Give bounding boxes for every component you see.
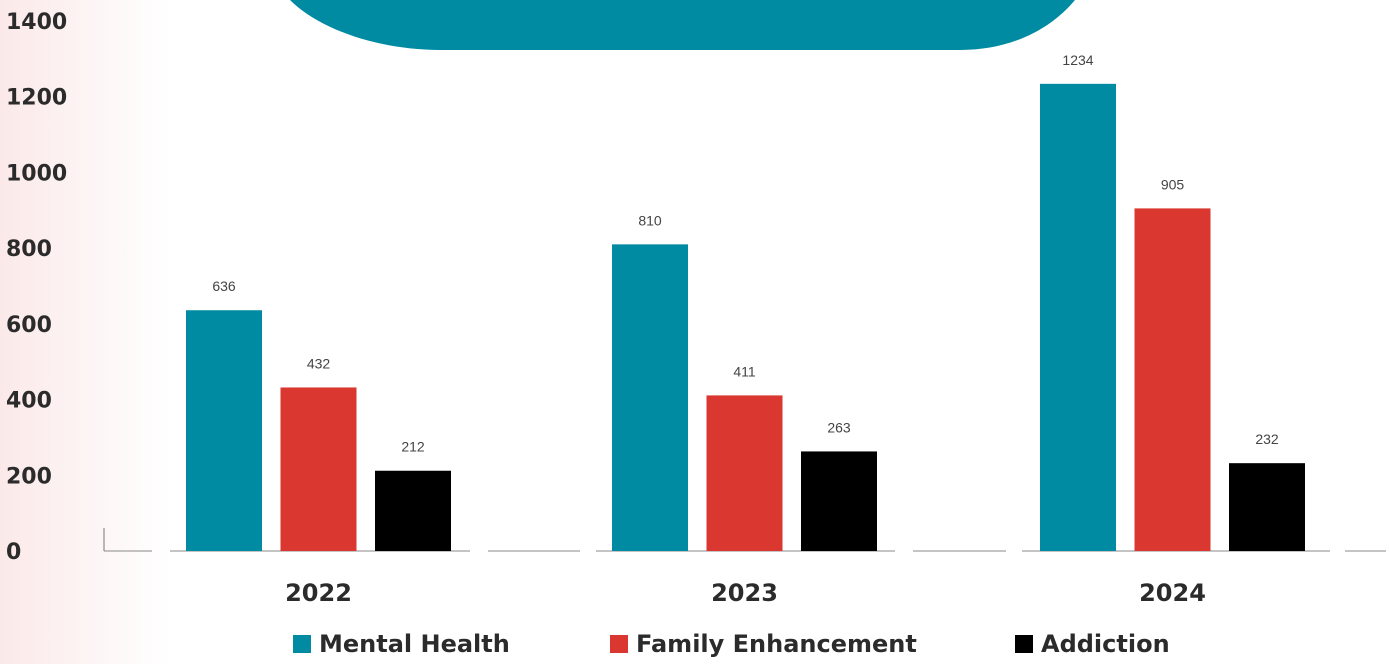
x-tick-label: 2023 [711, 579, 778, 607]
legend-swatch [1015, 635, 1033, 653]
bar-2022-addiction [375, 470, 451, 551]
legend-label: Family Enhancement [636, 630, 917, 658]
bar-2023-family-enhancement [706, 395, 783, 551]
y-tick-label: 1400 [6, 10, 67, 35]
y-tick-label: 0 [6, 540, 21, 565]
data-label: 411 [733, 363, 756, 379]
data-label: 212 [401, 439, 425, 455]
data-label: 810 [638, 212, 662, 228]
legend: Mental Health Family Enhancement Addiction [0, 630, 1390, 664]
data-label: 636 [212, 278, 236, 294]
bar-2023-mental-health [612, 244, 688, 551]
data-label: 263 [827, 419, 851, 435]
legend-swatch [610, 635, 628, 653]
x-tick-label: 2022 [285, 579, 352, 607]
data-label: 432 [307, 355, 331, 371]
y-tick-label: 1200 [6, 86, 67, 111]
y-tick-label: 400 [6, 389, 52, 414]
x-tick-label: 2024 [1139, 579, 1206, 607]
y-tick-label: 600 [6, 313, 52, 338]
data-label: 232 [1255, 431, 1279, 447]
header-banner-shape [290, 0, 1075, 50]
legend-item-mental-health: Mental Health [293, 630, 510, 658]
y-tick-label: 800 [6, 237, 52, 262]
bar-2022-mental-health [186, 310, 262, 551]
data-labels: 636 432 212 810 411 263 1234 905 232 [212, 52, 1279, 455]
bars [186, 83, 1305, 551]
legend-item-family-enhancement: Family Enhancement [610, 630, 917, 658]
y-tick-label: 1000 [6, 161, 67, 186]
y-tick-label: 200 [6, 464, 52, 489]
bar-2024-family-enhancement [1134, 208, 1211, 551]
data-label: 1234 [1062, 52, 1093, 68]
y-axis-ticks: 0 200 400 600 800 1000 1200 1400 [6, 10, 67, 565]
x-axis-ticks: 2022 2023 2024 [285, 579, 1206, 607]
legend-label: Addiction [1041, 630, 1170, 658]
bar-2022-family-enhancement [280, 387, 357, 551]
bar-2024-addiction [1229, 463, 1305, 551]
bar-2023-addiction [801, 451, 877, 551]
data-label: 905 [1161, 176, 1185, 192]
bar-2024-mental-health [1040, 83, 1116, 551]
legend-item-addiction: Addiction [1015, 630, 1170, 658]
legend-swatch [293, 635, 311, 653]
legend-label: Mental Health [319, 630, 510, 658]
